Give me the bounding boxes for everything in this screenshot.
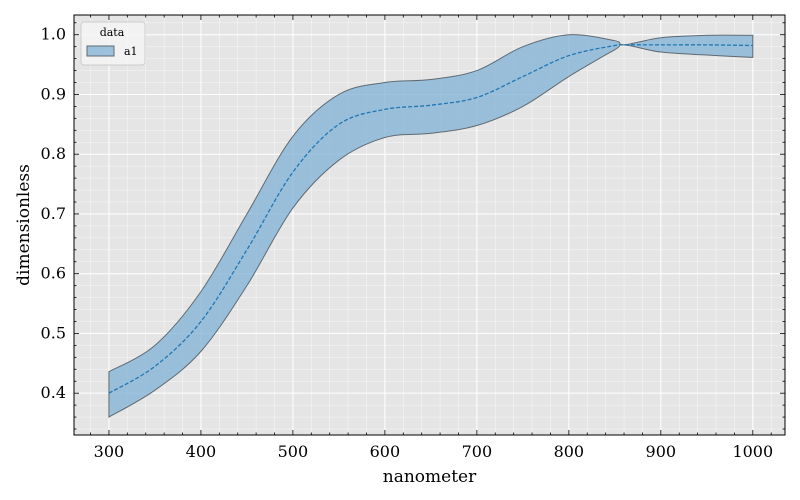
legend-label-a1: a1	[124, 45, 138, 58]
y-tick-label: 0.9	[41, 84, 66, 103]
plot-frame	[73, 14, 786, 436]
x-tick-label: 700	[462, 442, 493, 461]
y-tick-label: 1.0	[41, 25, 66, 44]
x-tick-label: 800	[554, 442, 585, 461]
y-axis: 0.4 0.5 0.6 0.7 0.8 0.9 1.0	[41, 22, 785, 430]
y-tick-label: 0.6	[41, 264, 66, 283]
y-tick-label: 0.4	[41, 383, 66, 402]
x-tick-label: 1000	[732, 442, 773, 461]
y-tick-label: 0.5	[41, 323, 66, 342]
x-axis-title: nanometer	[383, 467, 477, 487]
x-tick-label: 500	[278, 442, 309, 461]
legend-title: data	[100, 26, 125, 39]
plot-background	[74, 15, 785, 435]
x-tick-label: 900	[646, 442, 677, 461]
y-tick-label: 0.7	[41, 204, 66, 223]
axes-border	[73, 14, 786, 436]
mean-line-a1	[108, 43, 753, 394]
major-grid	[74, 15, 785, 435]
plot-area	[74, 15, 785, 435]
x-tick-label: 600	[370, 442, 401, 461]
y-tick-label: 0.8	[41, 144, 66, 163]
mean-line-a1	[108, 43, 753, 394]
x-tick-label: 400	[186, 442, 217, 461]
x-axis: 300 400 500 600 700 800 900 1000	[90, 15, 773, 461]
x-tick-label: 300	[94, 442, 125, 461]
legend: data a1	[80, 21, 146, 66]
confidence-band-a1	[108, 34, 754, 418]
y-axis-title: dimensionless	[14, 164, 34, 286]
band-a1	[108, 34, 754, 418]
legend-swatch-a1	[86, 45, 115, 57]
